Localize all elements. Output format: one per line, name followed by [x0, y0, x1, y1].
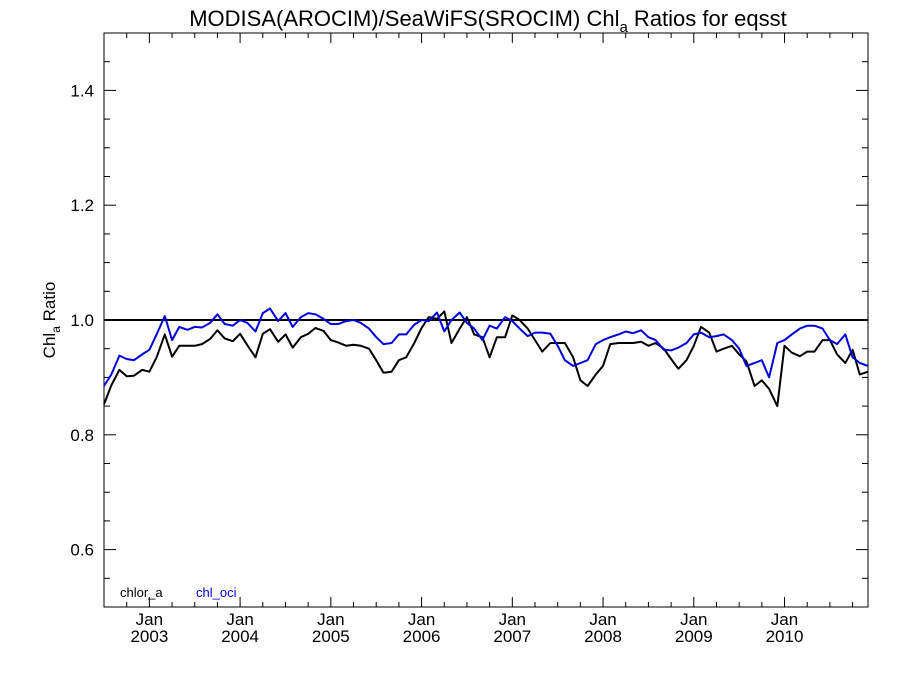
x-tick-label-month: Jan — [680, 610, 707, 629]
chart-title-tail: Ratios for eqsst — [628, 6, 787, 31]
y-axis-label-main: Chl — [40, 333, 59, 359]
y-tick-label: 0.6 — [70, 541, 94, 560]
x-tick-label-year: 2009 — [675, 627, 713, 646]
chart-title-main: MODISA(AROCIM)/SeaWiFS(SROCIM) Chl — [189, 6, 619, 31]
x-tick-label-year: 2010 — [766, 627, 804, 646]
y-axis-label: Chla Ratio — [40, 282, 63, 359]
x-tick-label-year: 2004 — [221, 627, 259, 646]
y-tick-label: 0.8 — [70, 426, 94, 445]
x-tick-label-year: 2008 — [584, 627, 622, 646]
x-tick-label-year: 2005 — [312, 627, 350, 646]
y-axis-label-subscript: a — [49, 326, 63, 333]
x-tick-label-month: Jan — [499, 610, 526, 629]
series-line-chlor-a — [103, 310, 869, 408]
legend-chlor-a: chlor_a — [120, 585, 163, 600]
x-tick-label-month: Jan — [589, 610, 616, 629]
x-tick-label-month: Jan — [136, 610, 163, 629]
chart-title-subscript: a — [619, 19, 628, 36]
chart-title: MODISA(AROCIM)/SeaWiFS(SROCIM) Chla Rati… — [189, 6, 787, 36]
x-tick-label-year: 2007 — [493, 627, 531, 646]
x-tick-label-year: 2003 — [130, 627, 168, 646]
y-axis-label-tail: Ratio — [40, 282, 59, 326]
y-tick-label: 1.0 — [70, 311, 94, 330]
x-tick-label-year: 2006 — [403, 627, 441, 646]
x-tick-label-month: Jan — [226, 610, 253, 629]
y-tick-label: 1.4 — [70, 81, 94, 100]
x-tick-label-month: Jan — [317, 610, 344, 629]
y-tick-label: 1.2 — [70, 196, 94, 215]
x-tick-label-month: Jan — [771, 610, 798, 629]
x-tick-label-month: Jan — [408, 610, 435, 629]
legend-chl-oci: chl_oci — [196, 585, 237, 600]
series-line-chl-oci — [103, 307, 869, 387]
plot-area: 0.60.81.01.21.4Jan2003Jan2004Jan2005Jan2… — [70, 32, 869, 646]
